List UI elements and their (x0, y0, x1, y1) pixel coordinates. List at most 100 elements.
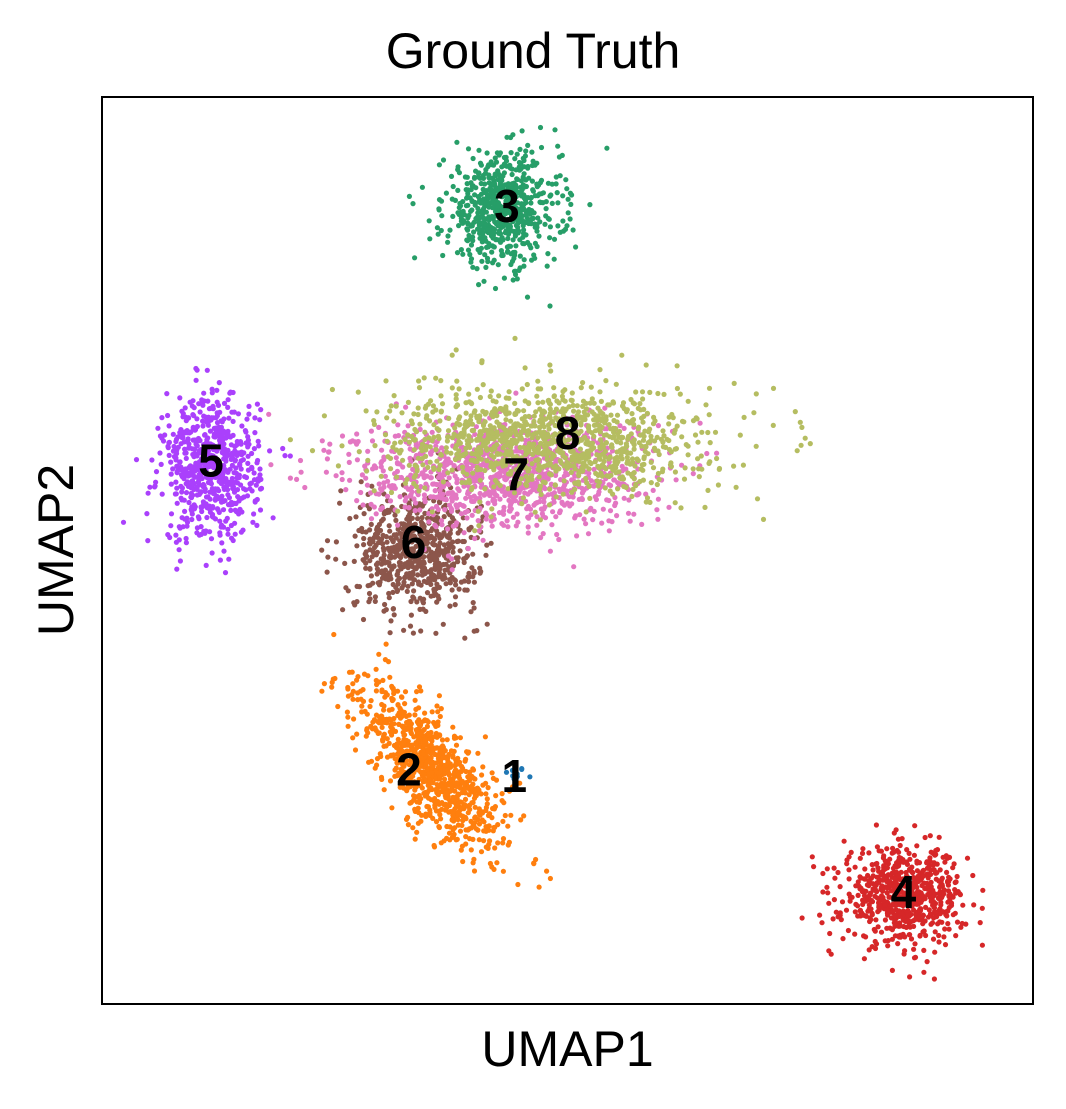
point-cluster-2 (423, 811, 429, 817)
point-cluster-2 (466, 749, 472, 755)
point-cluster-2 (418, 688, 424, 694)
point-cluster-2 (434, 782, 440, 788)
point-cluster-2 (395, 688, 401, 694)
point-cluster-2 (455, 755, 461, 762)
point-cluster-2 (397, 715, 404, 721)
point-cluster-2 (449, 816, 455, 822)
point-cluster-2 (437, 713, 443, 720)
point-cluster-2 (485, 845, 491, 852)
point-cluster-2 (387, 778, 394, 784)
point-cluster-2 (455, 817, 461, 823)
point-cluster-2 (381, 703, 387, 709)
point-cluster-2 (487, 860, 493, 867)
point-cluster-2 (477, 812, 483, 818)
y-axis-label: UMAP2 (28, 463, 84, 637)
point-cluster-1 (503, 769, 510, 775)
point-cluster-2 (458, 799, 464, 805)
point-cluster-2 (441, 785, 447, 791)
point-cluster-2 (380, 677, 386, 684)
point-cluster-2 (462, 790, 468, 796)
point-cluster-2 (445, 760, 451, 766)
point-cluster-2 (499, 791, 505, 797)
point-cluster-2 (416, 776, 422, 783)
point-cluster-2 (490, 805, 496, 812)
point-cluster-2 (479, 772, 485, 778)
point-cluster-2 (463, 841, 469, 847)
point-cluster-2 (505, 823, 511, 829)
point-cluster-2 (489, 770, 495, 776)
point-cluster-2 (379, 713, 385, 719)
point-cluster-2 (358, 688, 364, 694)
point-cluster-2 (364, 711, 370, 717)
point-cluster-2 (390, 752, 397, 758)
point-cluster-2 (458, 847, 464, 853)
point-cluster-2 (494, 860, 500, 866)
point-cluster-1 (519, 766, 525, 772)
point-cluster-2 (382, 694, 388, 700)
point-cluster-2 (463, 816, 469, 822)
point-cluster-2 (386, 716, 393, 722)
point-cluster-2 (354, 731, 360, 737)
point-cluster-2 (460, 765, 466, 772)
point-cluster-2 (398, 694, 405, 700)
point-cluster-2 (344, 709, 350, 715)
point-cluster-2 (531, 861, 537, 867)
point-cluster-2 (435, 719, 441, 725)
point-cluster-2 (480, 782, 486, 788)
point-cluster-2 (433, 787, 439, 793)
point-cluster-2 (399, 750, 405, 757)
point-cluster-2 (450, 724, 456, 730)
point-cluster-2 (436, 693, 442, 699)
point-cluster-2 (406, 725, 412, 732)
point-cluster-2 (425, 747, 431, 753)
point-cluster-2 (432, 799, 438, 805)
point-cluster-2 (392, 728, 399, 735)
point-cluster-2 (481, 828, 487, 834)
point-cluster-2 (368, 698, 374, 704)
point-cluster-2 (446, 782, 452, 788)
point-cluster-2 (457, 828, 464, 834)
point-cluster-2 (359, 709, 365, 715)
point-cluster-2 (422, 717, 428, 723)
point-cluster-2 (458, 806, 464, 812)
point-cluster-2 (329, 684, 335, 690)
point-cluster-2 (413, 706, 419, 713)
point-cluster-2 (439, 737, 446, 743)
point-cluster-2 (502, 812, 508, 819)
point-cluster-2 (372, 765, 378, 771)
point-cluster-2 (483, 807, 489, 814)
point-cluster-2 (402, 689, 409, 695)
point-cluster-2 (425, 804, 431, 810)
point-cluster-2 (360, 698, 367, 705)
point-cluster-2 (483, 824, 489, 830)
point-cluster-2 (451, 735, 458, 741)
chart-title: Ground Truth (385, 23, 681, 79)
point-cluster-2 (433, 819, 440, 825)
point-cluster-2 (453, 742, 460, 748)
point-cluster-2 (486, 827, 492, 833)
point-cluster-2 (533, 856, 539, 863)
point-cluster-2 (444, 823, 450, 830)
point-cluster-2 (487, 838, 493, 844)
point-cluster-2 (330, 676, 336, 682)
point-cluster-2 (399, 723, 405, 729)
point-cluster-2 (493, 777, 500, 783)
point-cluster-2 (521, 813, 527, 819)
point-cluster-2 (441, 838, 447, 844)
point-cluster-2 (452, 806, 458, 812)
point-cluster-2 (414, 689, 420, 695)
point-cluster-2 (410, 768, 416, 774)
point-cluster-2 (401, 770, 407, 776)
point-cluster-2 (372, 725, 378, 731)
point-cluster-2 (500, 818, 506, 825)
point-cluster-2 (463, 768, 469, 775)
point-cluster-2 (418, 818, 424, 824)
point-cluster-2 (376, 651, 382, 657)
point-cluster-2 (439, 800, 445, 806)
point-cluster-2 (381, 787, 387, 793)
point-cluster-2 (536, 884, 542, 890)
point-cluster-2 (451, 831, 457, 837)
point-cluster-2 (349, 669, 355, 675)
point-cluster-2 (367, 703, 373, 710)
point-cluster-2 (422, 736, 428, 742)
